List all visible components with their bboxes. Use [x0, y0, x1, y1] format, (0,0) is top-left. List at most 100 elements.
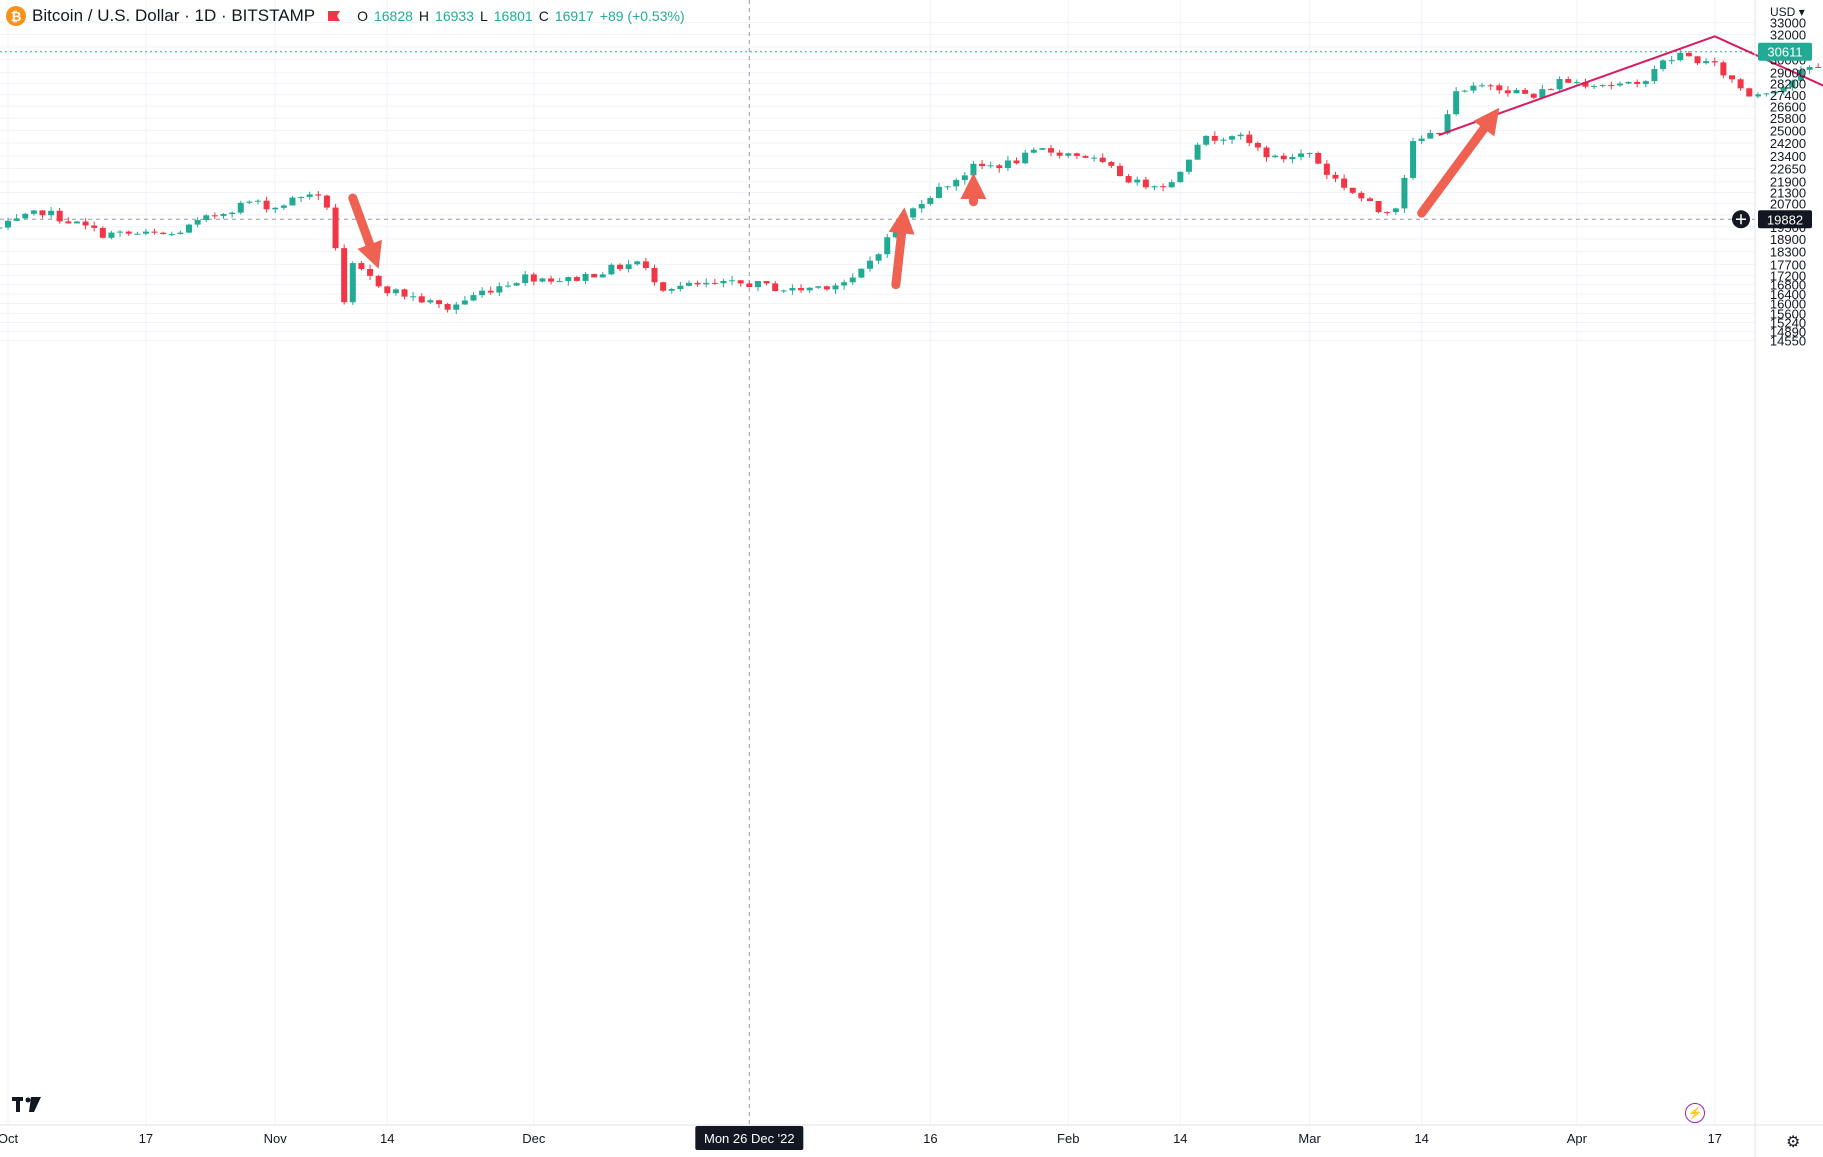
candle-body — [979, 163, 986, 167]
candle — [677, 281, 684, 292]
currency-selector[interactable]: USD ▾ — [1770, 5, 1805, 19]
tradingview-logo-icon[interactable] — [12, 1097, 42, 1113]
x-tick-label: 16 — [923, 1131, 937, 1146]
candle — [918, 199, 925, 213]
candle-body — [186, 224, 193, 233]
candle-body — [1754, 94, 1761, 97]
bolt-icon[interactable]: ⚡ — [1685, 1103, 1705, 1123]
candle — [1194, 142, 1201, 160]
candle-body — [599, 274, 606, 278]
candle — [1099, 153, 1106, 163]
arrow-shaft — [891, 228, 907, 290]
candle-body — [1677, 52, 1684, 61]
candle-body — [530, 274, 537, 282]
candle — [1754, 92, 1761, 99]
candle-body — [858, 268, 865, 278]
candle — [1384, 211, 1391, 216]
candle — [1496, 83, 1503, 94]
candle-body — [823, 286, 830, 290]
candle-body — [806, 287, 813, 291]
candle — [591, 273, 598, 278]
candle — [858, 268, 865, 279]
candle — [151, 228, 158, 235]
candle — [1323, 160, 1330, 180]
candle — [1375, 200, 1382, 214]
candle-body — [867, 260, 873, 269]
candle-body — [1711, 61, 1718, 63]
candle-body — [1556, 79, 1563, 90]
candle — [1504, 86, 1511, 97]
candle — [73, 220, 80, 224]
candle — [1039, 147, 1046, 150]
candle-body — [1547, 89, 1554, 91]
candle-body — [479, 290, 486, 296]
x-tick-label: 17 — [1708, 1131, 1722, 1146]
candle-body — [1780, 87, 1787, 92]
candle — [461, 295, 468, 305]
candle — [160, 231, 167, 235]
candle — [1246, 130, 1253, 147]
arrow-head — [888, 207, 915, 235]
candle — [444, 302, 451, 313]
candle — [910, 207, 917, 219]
candle-body — [1789, 80, 1796, 88]
candle — [1349, 187, 1356, 195]
candle-body — [1496, 85, 1503, 91]
candle-body — [1013, 160, 1020, 164]
candle — [867, 256, 873, 272]
candle — [642, 257, 649, 271]
candle-body — [556, 280, 563, 282]
plus-circle-cross — [1736, 214, 1746, 225]
candle — [65, 217, 72, 224]
crosshair-price-label: 19882 — [1758, 210, 1812, 229]
y-tick-label: 24200 — [1770, 136, 1806, 151]
symbol-title[interactable]: Bitcoin / U.S. Dollar · 1D · BITSTAMP — [32, 6, 316, 25]
candle — [780, 289, 787, 294]
candle-body — [789, 288, 796, 291]
candle — [246, 200, 253, 205]
candle-body — [668, 289, 675, 291]
candle-body — [1763, 93, 1770, 95]
candle-body — [1651, 69, 1658, 82]
candle — [625, 259, 632, 273]
candle-body — [65, 221, 72, 224]
candle — [323, 194, 330, 210]
x-tick-label: 14 — [1414, 1131, 1428, 1146]
candle — [1660, 59, 1667, 72]
candle-body — [229, 212, 236, 215]
arrow-head — [1473, 107, 1500, 137]
candle-body — [935, 186, 942, 198]
candle — [582, 271, 589, 285]
candle — [5, 217, 11, 231]
candle — [306, 191, 313, 200]
candle-body — [1427, 132, 1434, 139]
candle-body — [1625, 81, 1632, 84]
candle-body — [203, 215, 210, 220]
last-price-badge — [1758, 42, 1812, 61]
candle-body — [1315, 152, 1322, 164]
candle-body — [418, 296, 425, 303]
candle-body — [944, 186, 951, 188]
candle-body — [1108, 161, 1115, 166]
candle-body — [625, 264, 632, 270]
flag-icon[interactable] — [327, 10, 341, 22]
candle-body — [496, 286, 503, 293]
candle — [1763, 92, 1770, 97]
y-tick-label: 17700 — [1770, 257, 1806, 272]
candle-body — [1401, 177, 1408, 209]
settings-icon[interactable]: ⚙ — [1786, 1134, 1801, 1151]
candle-body — [410, 296, 417, 298]
ohlc-open-key: O — [357, 8, 368, 24]
candle — [384, 285, 391, 297]
candle — [30, 210, 37, 216]
candle — [341, 244, 348, 305]
candle — [987, 161, 994, 169]
candle — [694, 280, 701, 287]
candle — [1815, 63, 1822, 69]
ohlc-low-value: 16801 — [493, 8, 533, 24]
candle-body — [30, 210, 37, 214]
candle — [203, 214, 210, 223]
candle-body — [1099, 157, 1106, 162]
candle-body — [1522, 90, 1529, 94]
